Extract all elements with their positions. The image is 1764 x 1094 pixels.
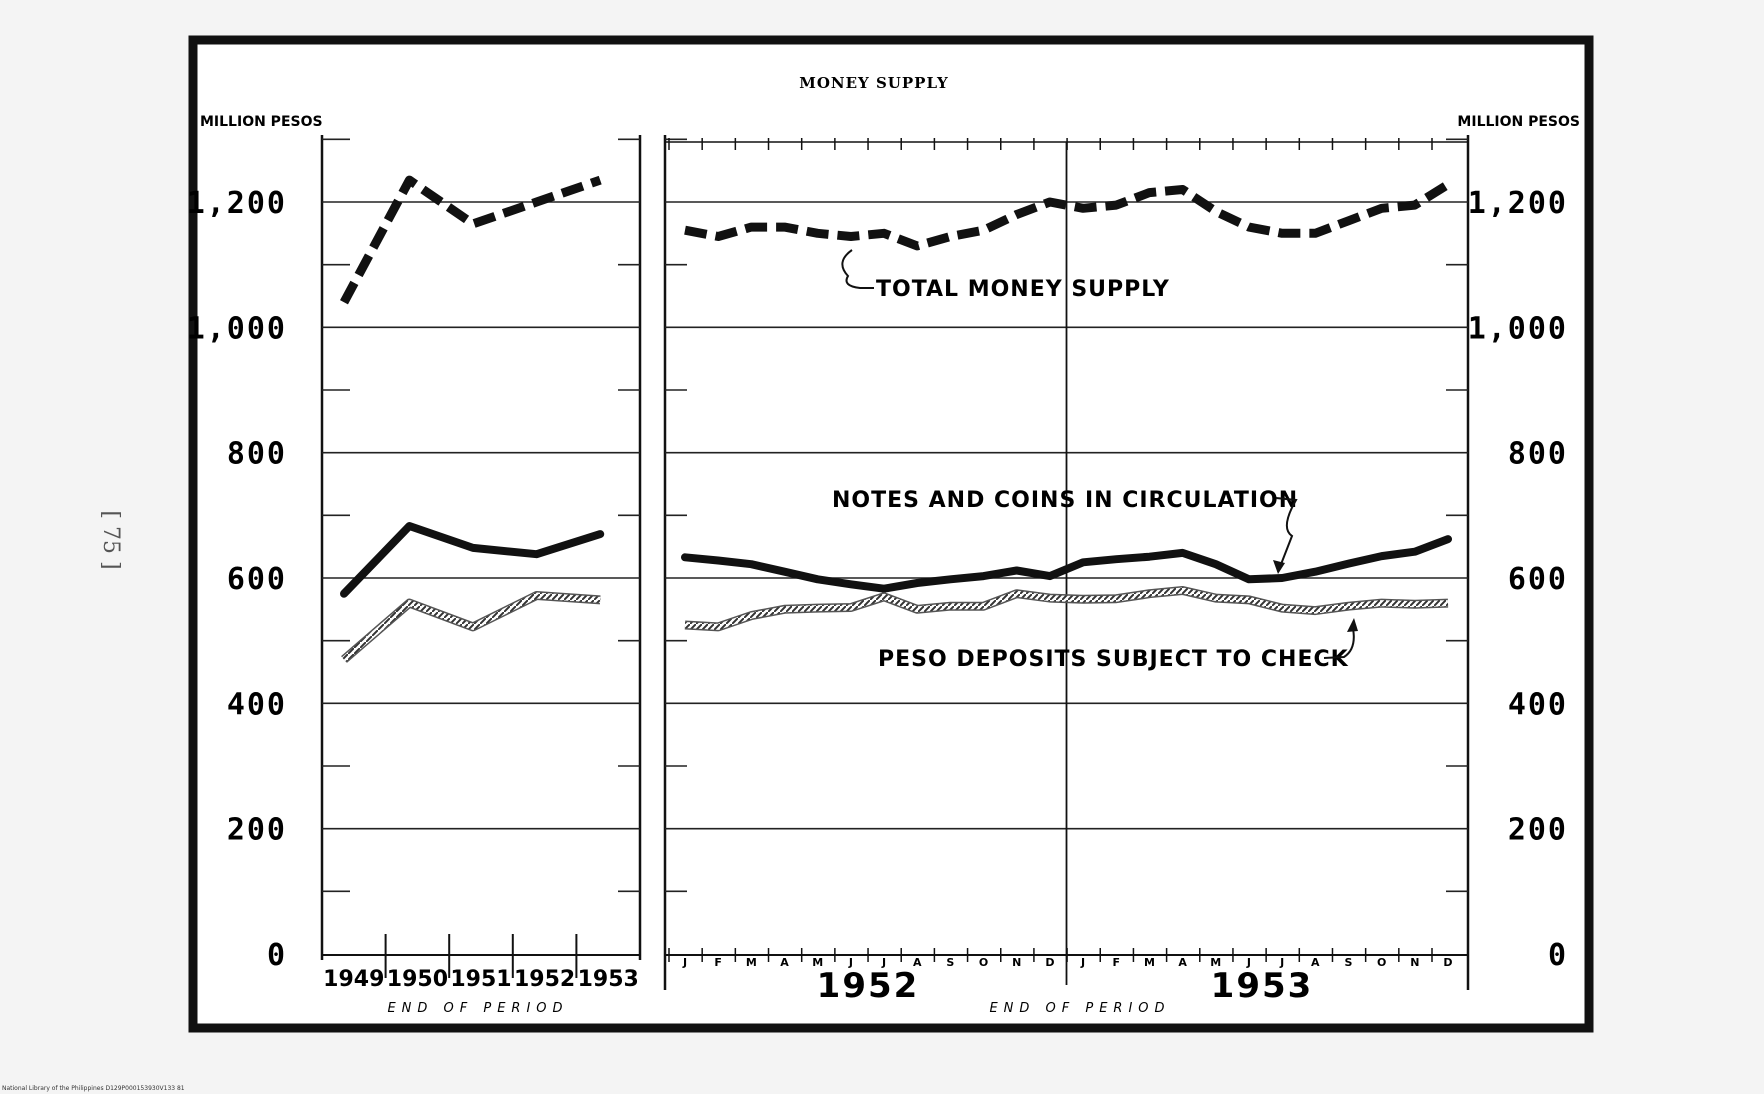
y-tick-left-800: 800 [227,437,287,472]
x-tick-month-12: J [1080,956,1085,969]
x-tick-month-5: J [848,956,853,969]
x-tick-month-10: N [1012,956,1021,969]
x-tick-annual-1951: 1951 [450,967,511,992]
x-tick-month-22: N [1410,956,1419,969]
annotation-total-money-supply: TOTAL MONEY SUPPLY [841,249,1170,302]
annotation-peso-deposits: PESO DEPOSITS SUBJECT TO CHECK [878,618,1358,672]
page-number: [ 75 ] [98,510,123,569]
y-tick-left-600: 600 [227,562,287,597]
y-tick-labels-right: 0 200 400 600 800 1,000 1,200 [1468,186,1568,973]
x-tick-month-0: J [682,956,687,969]
monthly-series-peso-deposits-subject-to-check [684,587,1449,630]
x-tick-month-23: D [1443,956,1452,969]
footer-credit: National Library of the Philippines D129… [2,1085,185,1092]
x-tick-month-1: F [714,956,722,969]
y-tick-left-400: 400 [227,687,287,722]
y-tick-right-1200: 1,200 [1468,186,1568,221]
monthly-panel-border [663,135,1470,990]
annotation-notes-and-coins-label: NOTES AND COINS IN CIRCULATION [832,488,1298,513]
chart-title: MONEY SUPPLY [799,74,949,92]
monthly-series-notes-and-coins-in-circulation [681,535,1452,593]
y-tick-right-200: 200 [1508,813,1568,848]
year-label-1953: 1953 [1211,966,1314,1006]
y-tick-left-200: 200 [227,813,287,848]
year-label-1952: 1952 [817,966,920,1006]
series-layer [340,175,1452,663]
x-tick-month-3: A [780,956,789,969]
y-tick-right-1000: 1,000 [1468,311,1568,346]
x-tick-month-11: D [1045,956,1054,969]
x-tick-month-19: A [1311,956,1320,969]
monthly-series-total-money-supply [684,180,1451,251]
x-tick-month-4: M [812,956,823,969]
annotation-peso-deposits-label: PESO DEPOSITS SUBJECT TO CHECK [878,647,1349,672]
x-tick-annual-1952: 1952 [514,967,575,992]
y-tick-left-0: 0 [267,938,287,973]
y-tick-labels-left: 0 200 400 600 800 1,000 1,200 [187,186,287,973]
y-tick-right-800: 800 [1508,437,1568,472]
y-tick-right-600: 600 [1508,562,1568,597]
x-tick-annual-1949: 1949 [323,967,384,992]
x-tick-month-13: F [1113,956,1121,969]
x-axis-label-annual: END OF PERIOD [387,1001,568,1016]
x-tick-month-16: M [1210,956,1221,969]
x-tick-labels-annual: 1949 1950 1951 1952 1953 [323,967,639,992]
annotation-notes-and-coins: NOTES AND COINS IN CIRCULATION [832,488,1298,574]
x-axis-label-monthly: END OF PERIOD [989,1001,1170,1016]
x-tick-month-8: S [946,956,954,969]
annual-series-peso-deposits-subject-to-check [342,592,601,662]
annual-panel-border [320,135,642,960]
x-tick-month-21: O [1377,956,1386,969]
y-tick-left-1200: 1,200 [187,186,287,221]
x-tick-month-15: A [1178,956,1187,969]
x-tick-month-6: J [881,956,886,969]
axis-ticks [322,138,1468,985]
x-tick-month-14: M [1144,956,1155,969]
x-tick-month-18: J [1279,956,1284,969]
x-tick-month-2: M [746,956,757,969]
x-tick-annual-1950: 1950 [387,967,448,992]
y-tick-right-0: 0 [1548,938,1568,973]
y-tick-left-1000: 1,000 [187,311,287,346]
annual-series-notes-and-coins-in-circulation [340,522,605,598]
x-tick-month-17: J [1246,956,1251,969]
x-tick-month-20: S [1345,956,1353,969]
y-axis-label-left: MILLION PESOS [200,114,323,130]
annotation-total-money-supply-label: TOTAL MONEY SUPPLY [876,277,1170,302]
x-tick-month-9: O [979,956,988,969]
y-axis-label-right: MILLION PESOS [1457,114,1580,130]
x-tick-month-7: A [913,956,922,969]
y-tick-right-400: 400 [1508,687,1568,722]
x-tick-annual-1953: 1953 [578,967,639,992]
